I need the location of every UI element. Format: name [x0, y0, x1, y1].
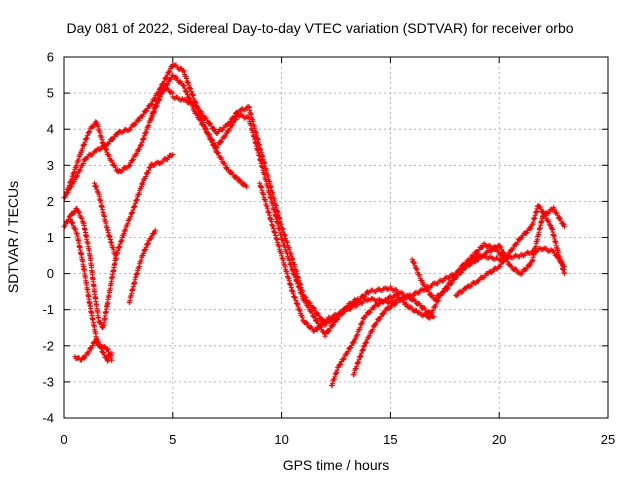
x-tick-label: 20 — [492, 432, 506, 447]
x-tick-label: 0 — [60, 432, 67, 447]
series-track-4 — [67, 216, 115, 364]
y-tick-label: -2 — [42, 338, 54, 353]
x-tick-label: 15 — [383, 432, 397, 447]
series-markers — [72, 339, 115, 363]
y-axis-label: SDTVAR / TECUs — [5, 181, 21, 293]
series-track-6 — [91, 180, 119, 262]
y-tick-label: -4 — [42, 411, 54, 426]
series-track-5 — [72, 339, 115, 363]
y-tick-label: 3 — [47, 158, 54, 173]
x-tick-label: 5 — [169, 432, 176, 447]
data-points — [61, 62, 568, 389]
x-tick-label: 25 — [601, 432, 615, 447]
series-markers — [453, 203, 568, 299]
series-track-13 — [453, 203, 568, 299]
y-tick-label: -1 — [42, 302, 54, 317]
series-markers — [67, 216, 115, 364]
y-tick-label: 0 — [47, 266, 54, 281]
series-track-7 — [126, 227, 158, 306]
series-markers — [350, 299, 400, 378]
y-tick-label: 4 — [47, 122, 54, 137]
y-tick-label: 5 — [47, 86, 54, 101]
grid — [64, 57, 608, 418]
series-markers — [409, 204, 568, 302]
series-track-14 — [350, 299, 400, 378]
series-track-8 — [148, 72, 361, 339]
y-tick-label: 6 — [47, 50, 54, 65]
chart-title: Day 081 of 2022, Sidereal Day-to-day VTE… — [66, 20, 573, 36]
y-tick-label: -3 — [42, 374, 54, 389]
x-tick-label: 10 — [274, 432, 288, 447]
series-markers — [148, 72, 361, 339]
series-markers — [91, 180, 119, 262]
axis-ticks: 0 5 10 15 20 25 -4 -3 -2 -1 0 1 2 3 4 5 6 — [42, 50, 615, 448]
y-tick-label: 1 — [47, 230, 54, 245]
x-axis-label: GPS time / hours — [283, 457, 390, 473]
y-tick-label: 2 — [47, 194, 54, 209]
series-track-12 — [409, 204, 568, 302]
series-markers — [126, 227, 158, 306]
